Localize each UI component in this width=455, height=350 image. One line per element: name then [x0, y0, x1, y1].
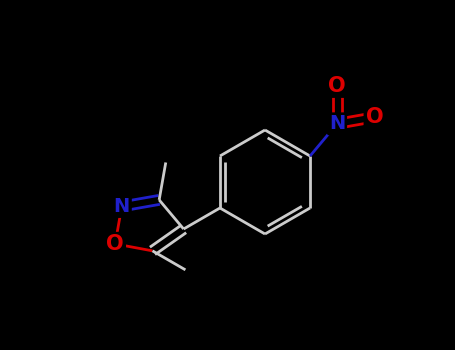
Text: O: O [328, 76, 346, 96]
Text: O: O [106, 234, 124, 254]
Text: O: O [366, 107, 383, 127]
Text: N: N [114, 197, 130, 216]
Text: N: N [329, 114, 345, 133]
